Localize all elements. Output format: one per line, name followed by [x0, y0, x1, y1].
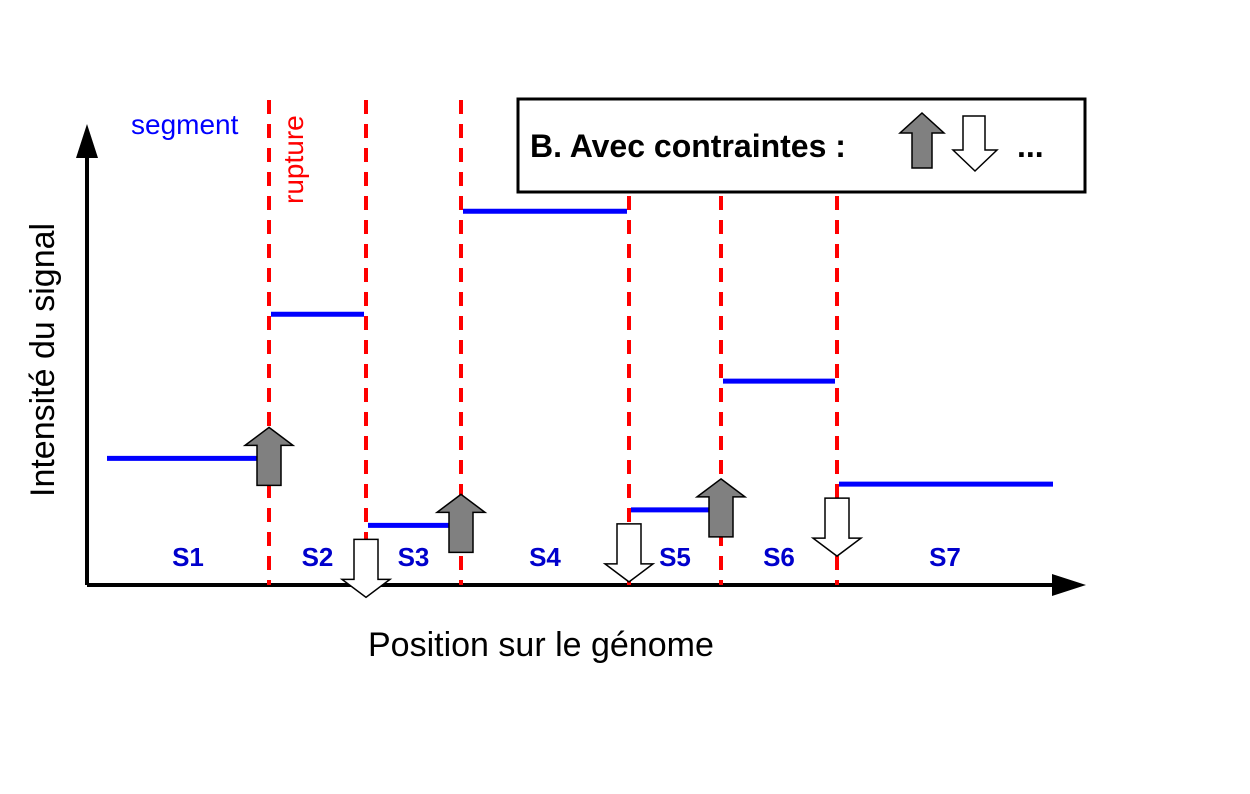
- segment-label: S6: [763, 542, 795, 572]
- x-axis-arrowhead: [1052, 574, 1086, 596]
- segment-label: S4: [529, 542, 561, 572]
- segment-label: S7: [929, 542, 961, 572]
- segment-label: S3: [398, 542, 430, 572]
- rupture-annotation: rupture: [278, 115, 309, 204]
- x-axis-label: Position sur le génome: [368, 626, 714, 664]
- arrow-up-icon: [242, 426, 296, 487]
- segment-label: S1: [172, 542, 204, 572]
- segment-annotation: segment: [131, 109, 239, 140]
- constraints-box-frame: [516, 97, 1087, 194]
- arrow-down-outline-icon: [951, 115, 999, 173]
- segment-label: S2: [302, 542, 334, 572]
- constraints-ellipsis: ...: [1017, 128, 1044, 164]
- arrow-down-icon: [602, 523, 656, 583]
- arrow-down-icon: [810, 497, 864, 558]
- segment-label: S5: [659, 542, 691, 572]
- y-axis-label: Intensité du signal: [24, 223, 62, 497]
- y-axis-arrowhead: [76, 124, 98, 158]
- axes: [76, 124, 1086, 596]
- arrow-down-icon: [339, 538, 393, 599]
- segment-labels: S1 S2 S3 S4 S5 S6 S7: [172, 542, 961, 572]
- arrow-up-filled-icon: [898, 111, 946, 169]
- arrow-up-icon: [694, 477, 748, 538]
- constraint-arrows: [242, 426, 864, 599]
- segment-levels: [107, 208, 1053, 528]
- arrow-up-icon: [434, 493, 488, 554]
- constraints-box: B. Avec contraintes : ...: [516, 97, 1087, 194]
- constraints-title: B. Avec contraintes :: [530, 128, 846, 164]
